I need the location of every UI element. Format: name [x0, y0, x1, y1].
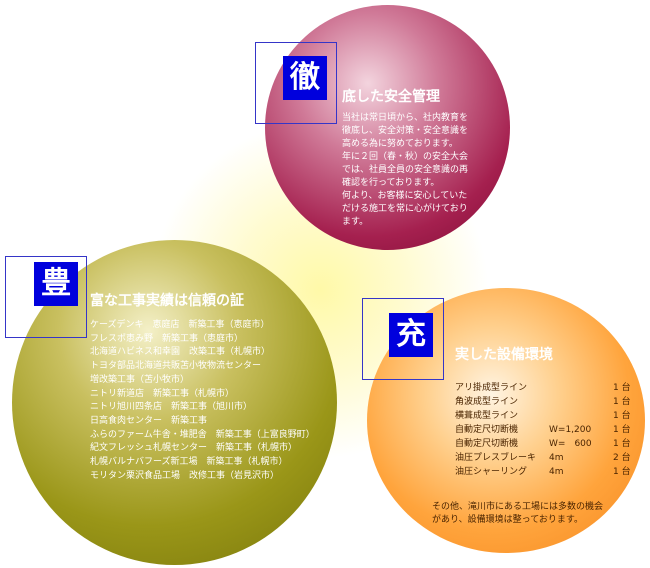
equipment-name: 自動定尺切断機 — [455, 439, 519, 449]
equipment-qty: 1 台 — [613, 411, 631, 421]
equipment-qty: 1 台 — [613, 425, 631, 435]
project-item: ふらのファーム牛舎・堆肥舎 新築工事（上富良野町） — [90, 429, 315, 440]
equipment-row: 油圧プレスブレーキ 4m 2 台 — [455, 451, 641, 465]
equipment-qty: 1 台 — [613, 397, 631, 407]
project-item: フレスポ恵み野 新築工事（恵庭市） — [90, 333, 244, 344]
safety-text-line: 確認を行っております。 — [342, 178, 440, 188]
equipment-heading: 実した設備環境 — [455, 347, 553, 363]
project-item: ニトリ旭川四条店 新築工事（旭川市） — [90, 402, 253, 413]
equipment-table: アリ掛成型ライン 1 台角波成型ライン 1 台横葺成型ライン 1 台自動定尺切断機 W=… — [455, 381, 641, 479]
equipment-spec — [549, 381, 613, 395]
equipment-spec: 4m — [549, 467, 564, 477]
equipment-qty: 1 台 — [613, 467, 631, 477]
project-item: 北海道ハビネス和幸園 改築工事（札幌市） — [90, 347, 271, 358]
safety-description: 当社は常日頃から、社内教育を 徹底し、安全対策・安全意識を 高める為に努めております… — [342, 112, 468, 229]
safety-text-line: 何より、お客様に安心していた — [342, 191, 468, 201]
safety-text-line: だける施工を常に心がけており — [342, 204, 468, 214]
equipment-kanji-frame — [362, 298, 444, 380]
equipment-name: 自動定尺切断機 — [455, 425, 519, 435]
equipment-row: アリ掛成型ライン 1 台 — [455, 381, 641, 395]
safety-circle — [265, 5, 510, 250]
safety-text-line: 徹底し、安全対策・安全意識を — [342, 126, 469, 136]
safety-text-line: では、社員全員の安全意識の再 — [342, 165, 469, 175]
project-item: 札幌バルナバフーズ新工場 新築工事（札幌市） — [90, 457, 288, 468]
project-list: ケーズデンキ 恵庭店 新築工事（恵庭市） フレスポ恵み野 新築工事（恵庭市） 北海道… — [90, 319, 315, 483]
equipment-qty: 2 台 — [613, 453, 631, 463]
equipment-note-line: があり、設備環境は整っております。 — [432, 515, 584, 525]
equipment-row: 自動定尺切断機 W=1,200 1 台 — [455, 423, 641, 437]
equipment-qty: 1 台 — [613, 439, 631, 449]
equipment-row: 横葺成型ライン 1 台 — [455, 409, 641, 423]
project-item: ニトリ新道店 新築工事（札幌市） — [90, 388, 235, 399]
equipment-row: 角波成型ライン 1 台 — [455, 395, 641, 409]
safety-kanji-frame — [255, 42, 337, 124]
equipment-name: 角波成型ライン — [455, 397, 519, 407]
project-item: モリタン栗沢食品工場 改修工事（岩見沢市） — [90, 470, 280, 481]
equipment-spec: W= 600 — [549, 439, 592, 449]
track-record-kanji-frame — [5, 256, 87, 338]
project-item: 紀文フレッシュ札幌センター 新築工事（札幌市） — [90, 443, 298, 454]
safety-text-line: 当社は常日頃から、社内教育を — [342, 113, 469, 123]
safety-heading: 底した安全管理 — [342, 89, 440, 105]
equipment-spec — [549, 395, 613, 409]
equipment-note: その他、滝川市にある工場には多数の機会 があり、設備環境は整っております。 — [432, 501, 603, 527]
safety-text-line: 高める為に努めております。 — [342, 139, 458, 149]
equipment-kanji: 充 — [389, 313, 433, 357]
equipment-note-line: その他、滝川市にある工場には多数の機会 — [432, 502, 604, 512]
track-record-kanji: 豊 — [34, 262, 78, 306]
equipment-spec: W=1,200 — [549, 425, 592, 435]
safety-text-line: 年に２回（春・秋）の安全大会 — [342, 152, 469, 162]
equipment-name: 油圧シャーリング — [455, 467, 528, 477]
equipment-name: 横葺成型ライン — [455, 411, 519, 421]
project-item: 日高食肉センター 新築工事 — [90, 415, 208, 426]
equipment-spec: 4m — [549, 453, 564, 463]
track-record-heading: 富な工事実績は信頼の証 — [90, 293, 244, 309]
project-item: 増改築工事（苫小牧市） — [90, 374, 190, 385]
equipment-row: 自動定尺切断機 W= 600 1 台 — [455, 437, 641, 451]
safety-text-line: ます。 — [342, 217, 369, 227]
safety-kanji: 徹 — [283, 56, 327, 100]
equipment-name: 油圧プレスブレーキ — [455, 453, 537, 463]
equipment-name: アリ掛成型ライン — [455, 383, 528, 393]
project-item: トヨタ部品北海道共販苫小牧物流センター — [90, 361, 262, 372]
equipment-spec — [549, 409, 613, 423]
equipment-row: 油圧シャーリング 4m 1 台 — [455, 465, 641, 479]
equipment-qty: 1 台 — [613, 383, 631, 393]
project-item: ケーズデンキ 恵庭店 新築工事（恵庭市） — [90, 320, 270, 330]
